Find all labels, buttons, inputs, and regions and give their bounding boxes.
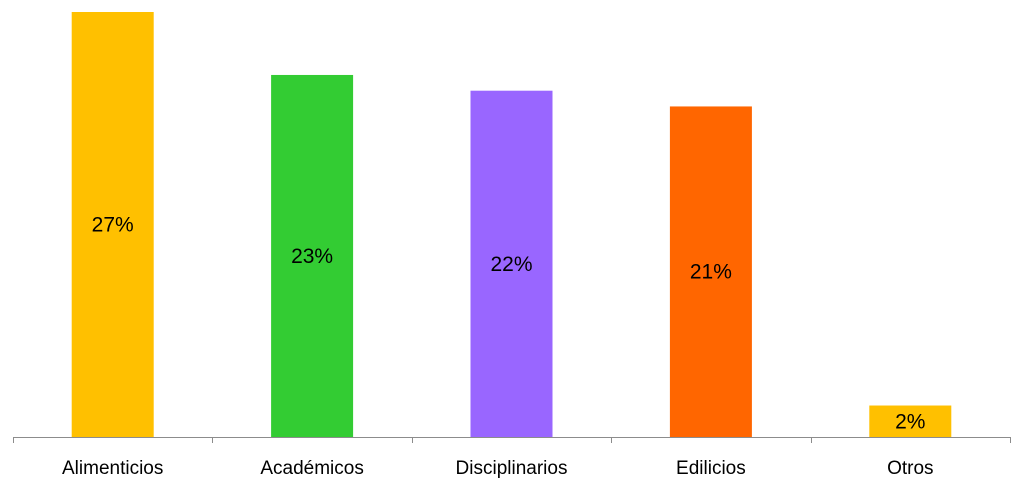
bar-otros [869, 405, 952, 437]
data-label: 22% [490, 253, 532, 276]
category-labels-group: Alimenticios Académicos Disciplinarios Edil… [62, 458, 934, 479]
category-label: Edilicios [676, 458, 746, 479]
category-label: Disciplinarios [456, 458, 568, 479]
data-labels-group: 27% 23% 22% 21% 2% [92, 214, 926, 434]
bar-disciplinarios [470, 90, 553, 437]
data-label: 2% [895, 410, 925, 433]
category-label: Otros [887, 458, 933, 479]
bar-edilicios [669, 106, 752, 437]
bar-alimenticios [71, 12, 154, 437]
data-label: 27% [92, 214, 134, 237]
category-label: Académicos [260, 458, 364, 479]
bar-académicos [271, 74, 354, 438]
data-label: 23% [291, 245, 333, 268]
category-label: Alimenticios [62, 458, 163, 479]
x-axis [13, 437, 1011, 443]
data-label: 21% [690, 261, 732, 284]
bars-group [71, 12, 952, 438]
